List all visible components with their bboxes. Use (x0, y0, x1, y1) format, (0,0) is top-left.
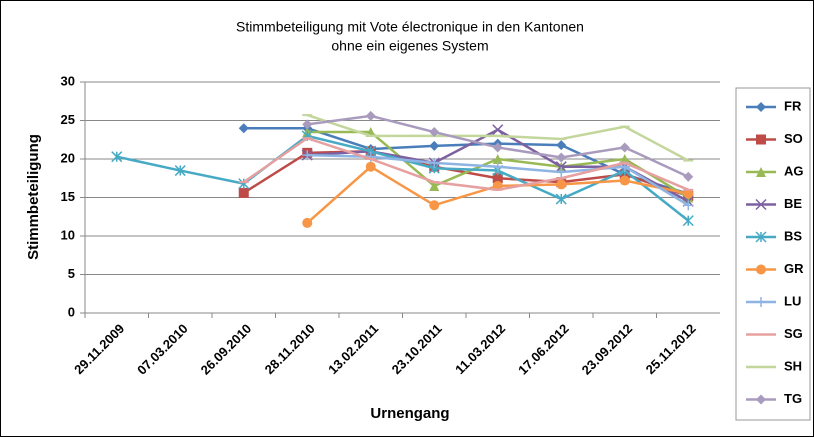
marker (111, 151, 123, 163)
legend-box (735, 87, 811, 421)
legend-label: SH (784, 358, 802, 373)
marker (682, 215, 694, 227)
marker (555, 161, 567, 173)
marker (756, 394, 766, 405)
marker (683, 188, 694, 199)
marker (238, 123, 249, 134)
y-tick-label: 10 (61, 227, 75, 242)
marker (756, 297, 766, 307)
marker (365, 110, 376, 121)
marker (619, 154, 630, 164)
y-tick-label: 15 (61, 189, 75, 204)
y-tick-label: 20 (61, 150, 75, 165)
marker (429, 127, 440, 138)
marker (555, 193, 567, 205)
marker (683, 171, 694, 182)
legend-label: FR (784, 98, 802, 113)
marker (756, 102, 766, 112)
legend-label: GR (784, 261, 804, 276)
marker (556, 179, 567, 190)
chart-title: ohne ein eigenes System (331, 38, 488, 54)
marker (174, 165, 186, 177)
y-axis-title: Stimmbeteiligung (25, 134, 42, 260)
marker (302, 150, 313, 161)
marker (302, 217, 313, 228)
marker (492, 154, 503, 164)
chart-title: Stimmbeteiligung mit Vote électronique i… (236, 19, 584, 35)
marker (755, 198, 767, 211)
marker (619, 142, 630, 153)
marker (429, 140, 440, 151)
y-tick-label: 30 (61, 73, 75, 88)
marker (492, 173, 503, 184)
legend-label: LU (784, 293, 801, 308)
marker (756, 264, 766, 275)
marker (302, 119, 313, 130)
y-tick-label: 5 (68, 266, 75, 281)
series-line (243, 136, 689, 192)
marker (492, 124, 504, 136)
legend-label: SG (784, 326, 803, 341)
marker (492, 161, 503, 172)
marker (492, 142, 503, 153)
y-tick-label: 0 (68, 304, 75, 319)
marker (556, 167, 567, 178)
marker (365, 161, 376, 172)
legend-label: TG (784, 391, 802, 406)
legend-label: AG (784, 163, 804, 178)
marker (429, 157, 440, 168)
marker (238, 187, 249, 198)
x-axis-title: Urnengang (370, 405, 449, 422)
marker (556, 152, 567, 163)
legend-label: BS (784, 228, 802, 243)
y-tick-label: 25 (61, 112, 75, 127)
marker (755, 231, 767, 243)
marker (556, 140, 567, 151)
legend-label: BE (784, 196, 802, 211)
marker (756, 134, 766, 145)
marker (683, 200, 694, 211)
marker (619, 175, 630, 186)
marker (756, 167, 766, 177)
marker (429, 180, 440, 191)
legend-label: SO (784, 131, 803, 146)
marker (429, 200, 440, 211)
